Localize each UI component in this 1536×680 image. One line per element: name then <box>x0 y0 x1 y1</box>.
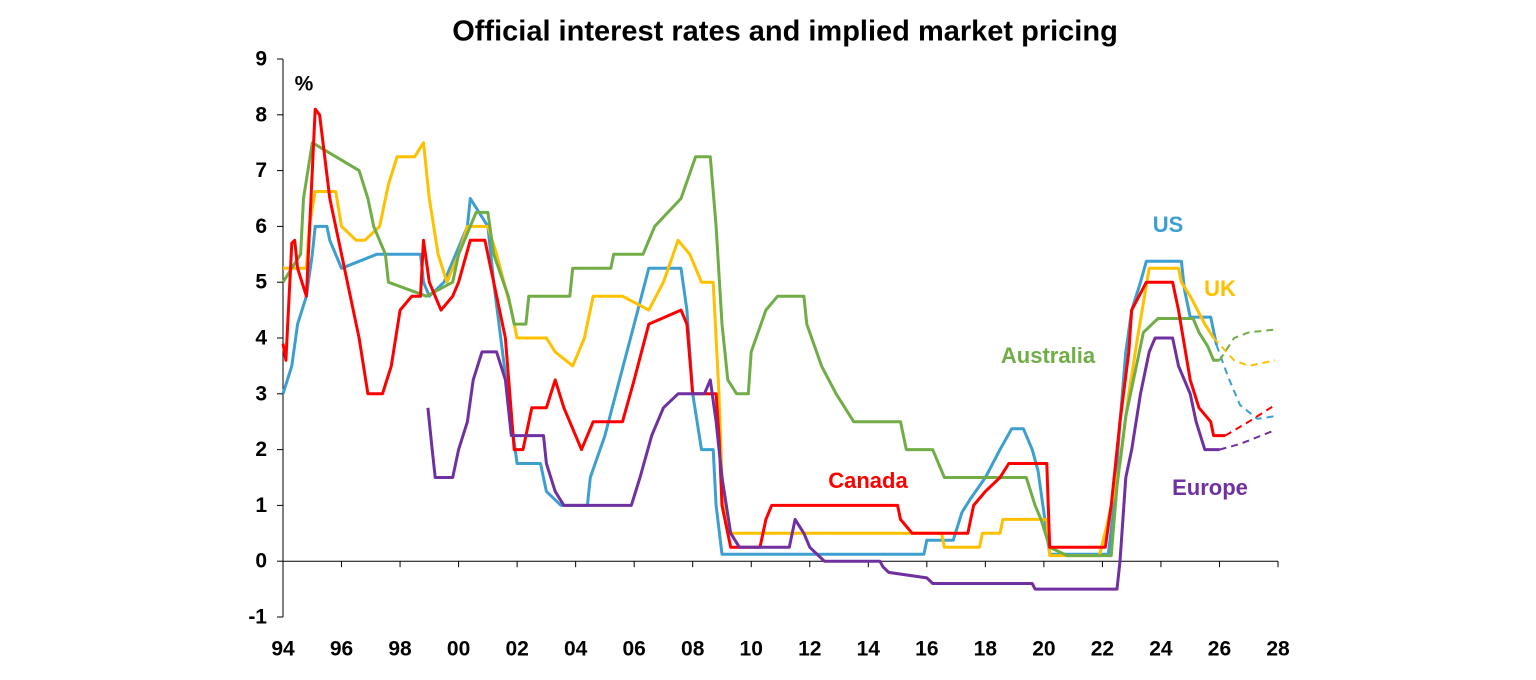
x-tick-label: 16 <box>915 638 938 661</box>
x-tick-label: 20 <box>1032 638 1055 661</box>
x-tick-label: 04 <box>564 638 588 661</box>
y-tick-label: 3 <box>255 382 267 405</box>
line <box>283 141 1215 558</box>
x-tick-label: 06 <box>622 638 645 661</box>
y-tick-label: 5 <box>255 271 267 294</box>
series-label: UK <box>1204 276 1236 301</box>
y-tick-label: 7 <box>255 159 267 182</box>
y-tick-label: 4 <box>255 327 267 350</box>
line <box>1224 404 1276 437</box>
y-tick-label: -1 <box>248 606 267 629</box>
x-tick-label: 18 <box>974 638 998 661</box>
line <box>1218 328 1276 361</box>
x-tick-label: 26 <box>1208 638 1231 661</box>
series-label: Australia <box>1001 343 1096 368</box>
line <box>1212 337 1276 367</box>
line <box>426 336 1220 591</box>
x-tick-label: 24 <box>1149 638 1173 661</box>
line <box>281 141 1220 558</box>
y-tick-label: 0 <box>255 550 267 573</box>
x-tick-label: 14 <box>857 638 881 661</box>
x-tick-label: 98 <box>388 638 412 661</box>
x-tick-label: 96 <box>330 638 353 661</box>
series-label: US <box>1153 212 1184 237</box>
x-tick-label: 00 <box>447 638 470 661</box>
x-tick-label: 02 <box>505 638 528 661</box>
y-tick-label: 6 <box>255 215 267 238</box>
line <box>281 107 1226 549</box>
series-label: Europe <box>1172 475 1248 500</box>
series-label: Canada <box>828 468 908 493</box>
x-tick-label: 10 <box>740 638 763 661</box>
y-tick-label: 1 <box>255 494 267 517</box>
chart-title: Official interest rates and implied mark… <box>452 16 1118 48</box>
y-tick-label: 8 <box>255 103 267 126</box>
y-tick-label: 2 <box>255 438 267 461</box>
y-tick-label: 9 <box>255 48 267 71</box>
x-tick-label: 94 <box>271 638 295 661</box>
x-tick-label: 28 <box>1266 638 1290 661</box>
line <box>1215 344 1276 420</box>
x-tick-label: 22 <box>1091 638 1114 661</box>
y-axis-unit: % <box>295 73 314 96</box>
x-tick-label: 08 <box>681 638 705 661</box>
x-tick-label: 12 <box>798 638 821 661</box>
